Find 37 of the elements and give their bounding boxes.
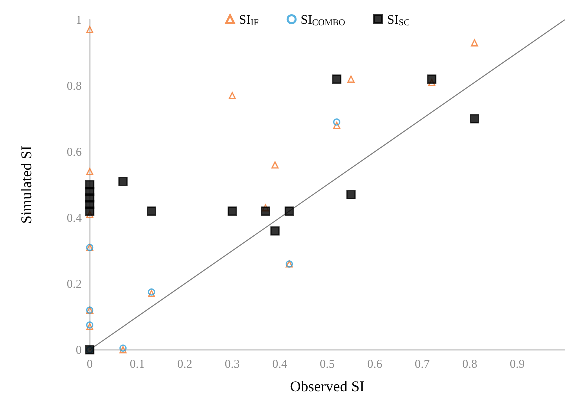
y-tick-label: 1 [76, 13, 82, 27]
point [118, 177, 128, 186]
x-tick-label: 0.3 [225, 357, 240, 371]
x-tick-label: 0.2 [178, 357, 192, 371]
point [261, 206, 270, 216]
x-tick-label: 0.8 [462, 357, 478, 371]
point [471, 40, 478, 47]
x-tick-label: 0.9 [510, 357, 525, 371]
y-tick-label: 0.8 [67, 79, 82, 93]
y-tick-label: 0.4 [67, 211, 82, 225]
point [228, 206, 238, 216]
y-tick-label: 0 [76, 343, 82, 357]
point [85, 180, 95, 190]
point [270, 226, 280, 236]
point [86, 26, 94, 34]
x-tick-label: 0.6 [368, 357, 382, 371]
point [346, 190, 356, 200]
y-tick-label: 0.2 [67, 277, 82, 291]
point [272, 162, 279, 169]
point [332, 74, 342, 84]
point [333, 122, 341, 130]
point [348, 76, 355, 83]
x-tick-label: 0.4 [272, 357, 288, 371]
point [284, 206, 294, 216]
x-tick-label: 0.5 [320, 357, 335, 371]
point [333, 118, 341, 126]
point [470, 114, 480, 124]
y-tick-label: 0.6 [67, 145, 82, 159]
point [228, 92, 236, 100]
x-tick-label: 0.1 [130, 357, 145, 371]
point [86, 168, 94, 176]
point [147, 206, 156, 216]
point [427, 74, 437, 84]
x-tick-label: 0.7 [415, 357, 430, 371]
y-axis-title: Simulated SI [20, 146, 36, 224]
x-axis-title: Observed SI [290, 380, 365, 396]
x-tick-label: 0 [87, 357, 93, 371]
